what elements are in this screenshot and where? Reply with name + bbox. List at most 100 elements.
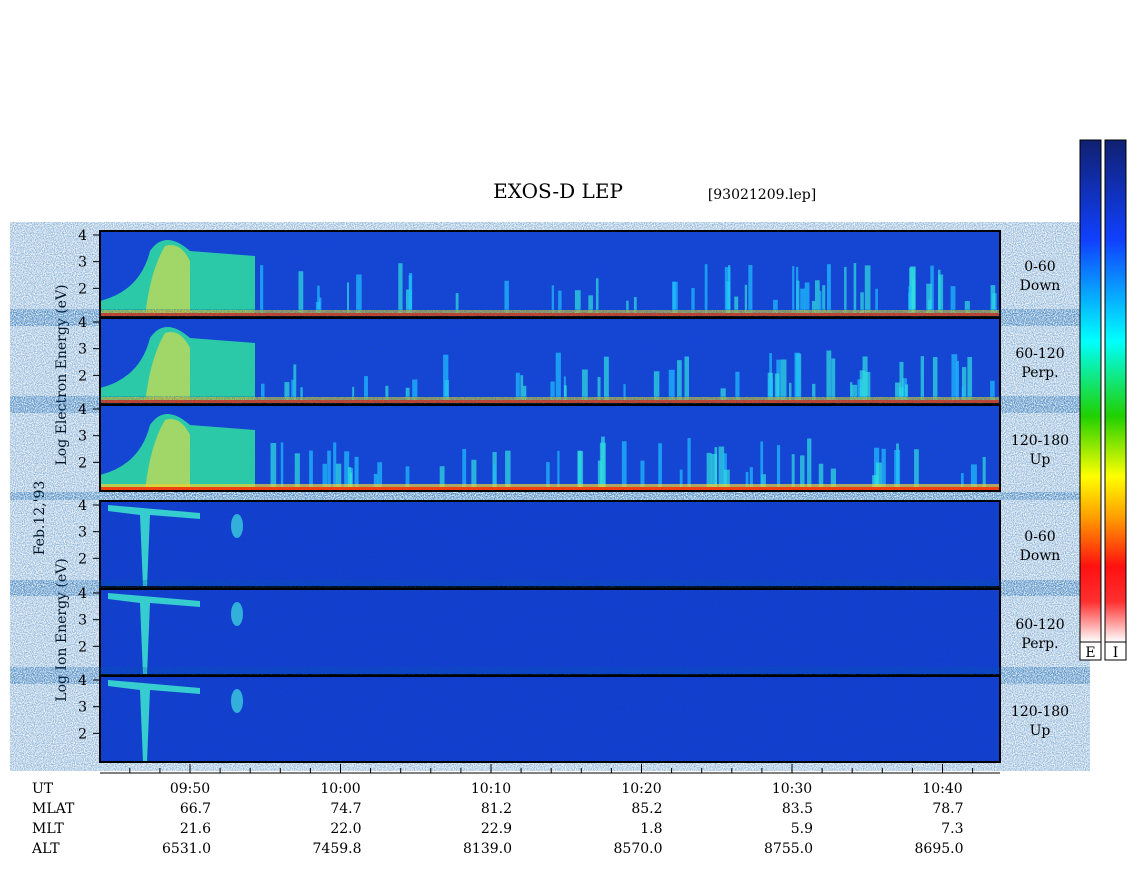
y-tick-label: 3: [78, 613, 87, 629]
streak: [735, 371, 740, 404]
streak: [831, 358, 836, 404]
streak: [938, 274, 944, 317]
colorbar-label: I: [1113, 645, 1119, 661]
colorbar: [1079, 139, 1102, 643]
y-tick-label: 4: [78, 228, 87, 244]
panel-angle: 120-180: [1011, 433, 1069, 449]
panel-angle: 120-180: [1011, 704, 1069, 720]
streak: [864, 265, 871, 317]
streak: [780, 359, 787, 404]
panel-direction: Down: [1020, 278, 1061, 294]
streak: [455, 293, 459, 317]
streak: [322, 463, 328, 491]
streak: [603, 356, 609, 404]
streak: [354, 456, 359, 491]
streak: [734, 296, 739, 317]
streak: [773, 299, 778, 317]
y-tick-label: 3: [78, 700, 87, 716]
file-name: [93021209.lep]: [708, 187, 816, 203]
y-tick-label: 4: [78, 673, 87, 689]
streak: [804, 282, 810, 317]
streak: [658, 443, 662, 491]
time-tick-label: 10:20: [621, 781, 661, 797]
streak: [911, 279, 916, 317]
streak: [926, 283, 932, 317]
streak: [677, 360, 682, 404]
streak: [826, 350, 832, 404]
streak: [745, 471, 749, 491]
streak: [344, 451, 350, 491]
streak: [950, 286, 956, 317]
streak: [826, 264, 831, 317]
time-tick-label: 09:50: [170, 781, 210, 797]
panel-angle: 0-60: [1024, 259, 1055, 275]
electron-axis-label: Log Electron Energy (eV): [54, 284, 70, 465]
streak: [293, 364, 297, 404]
streak: [563, 385, 567, 404]
streak: [796, 266, 799, 317]
ephemeris-value: 22.0: [330, 821, 361, 837]
streak: [862, 356, 868, 404]
streak: [964, 300, 970, 317]
panel-angle: 60-120: [1015, 346, 1064, 362]
streak: [859, 370, 865, 404]
ephemeris-value: 83.5: [782, 801, 813, 817]
panel: 2 3 4 0-60 Down: [78, 228, 1061, 318]
streak: [601, 436, 605, 491]
y-tick-label: 2: [78, 455, 87, 471]
streak: [849, 382, 853, 404]
streak: [405, 387, 410, 404]
streak: [294, 453, 300, 491]
streak: [956, 361, 959, 404]
streak: [333, 442, 337, 491]
streak: [385, 385, 389, 404]
streak: [706, 452, 712, 491]
streak: [724, 469, 730, 491]
streak: [335, 463, 342, 491]
y-tick-label: 3: [78, 342, 87, 358]
panel-noise: [100, 501, 1000, 587]
streak: [443, 354, 449, 404]
streak: [577, 451, 584, 491]
streak: [309, 450, 313, 491]
ephemeris-label: ALT: [31, 841, 60, 857]
panel-direction: Perp.: [1021, 365, 1058, 381]
streak: [792, 266, 795, 317]
streak: [439, 466, 445, 491]
streak: [714, 447, 718, 491]
streak: [668, 369, 675, 404]
time-tick-label: 10:40: [922, 781, 962, 797]
panel-direction: Down: [1020, 548, 1061, 564]
streak: [818, 463, 824, 491]
streak: [951, 354, 958, 404]
streak: [800, 288, 806, 317]
streak: [493, 464, 496, 491]
streak: [356, 274, 362, 317]
panel: 2 3 4 120-180 Up: [78, 402, 1069, 492]
streak: [774, 373, 780, 404]
panel-frame: [99, 404, 1001, 492]
panels: 2 3 4 0-60 Down 2 3 4 60-120 Perp. 2 3 4 120-180 Up 2 3 4…: [78, 228, 1069, 763]
streak: [807, 438, 812, 491]
streak: [557, 450, 560, 491]
panel: 2 3 4 60-120 Perp.: [78, 315, 1065, 405]
streak: [504, 280, 509, 317]
panel-direction: Up: [1030, 452, 1051, 468]
streak: [684, 356, 690, 404]
ephemeris-value: 22.9: [481, 821, 512, 837]
ephemeris-value: 8695.0: [915, 841, 964, 857]
colorbar-label-box: [1104, 641, 1127, 661]
streak: [687, 437, 691, 491]
streak: [298, 271, 304, 317]
ion-beam: [108, 505, 200, 587]
panel-direction: Perp.: [1021, 636, 1058, 652]
streak: [830, 468, 836, 491]
streak: [970, 464, 977, 491]
streak: [291, 379, 295, 404]
streak: [990, 285, 996, 317]
streak: [760, 441, 764, 491]
streak: [812, 383, 816, 404]
y-tick-label: 4: [78, 586, 87, 602]
streak: [960, 473, 964, 491]
